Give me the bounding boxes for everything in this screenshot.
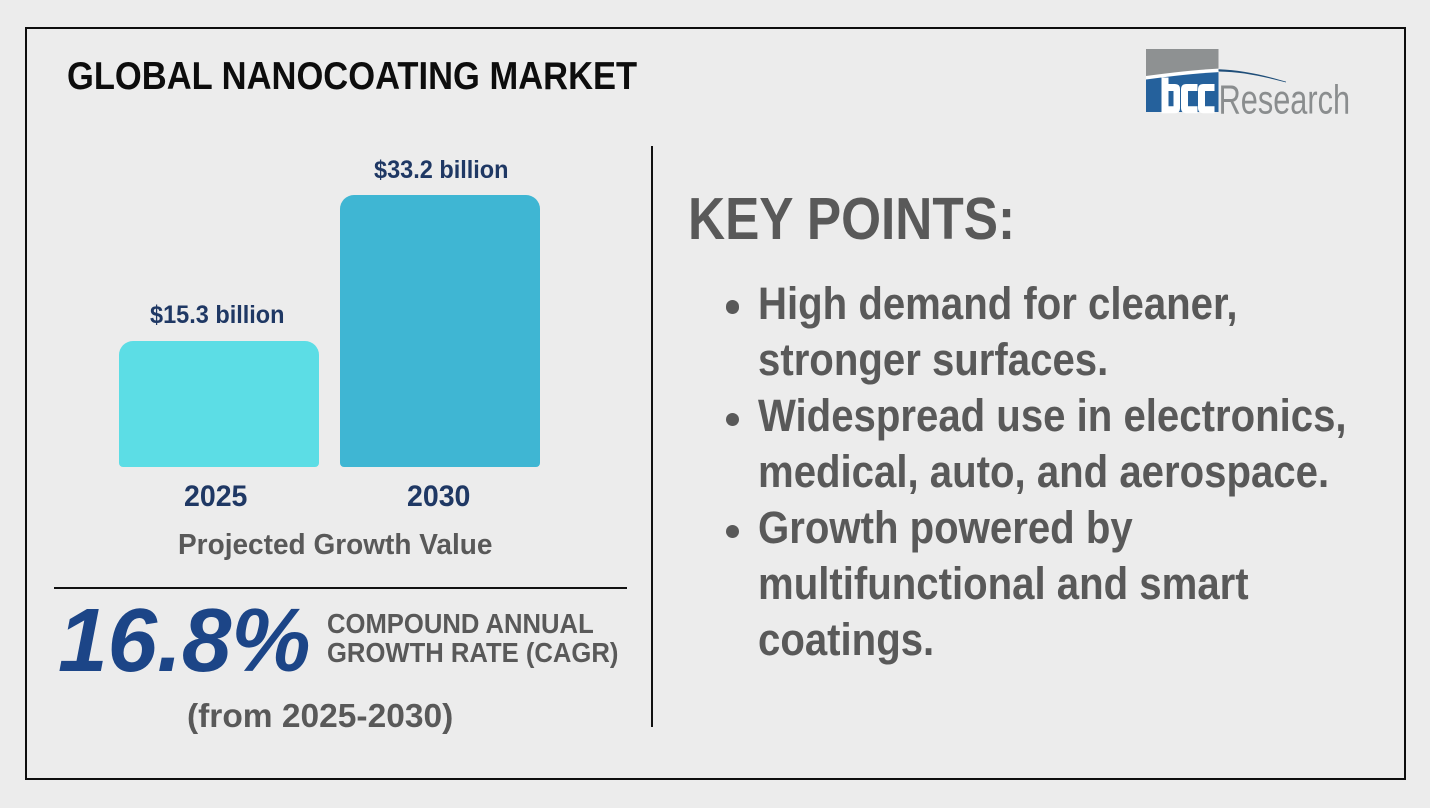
svg-text:Research: Research — [1219, 76, 1350, 120]
